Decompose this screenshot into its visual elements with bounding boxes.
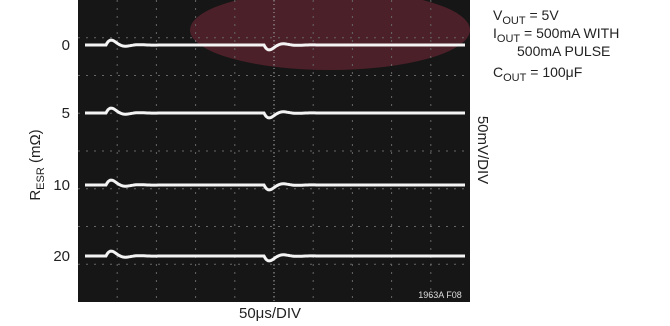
text-main: C bbox=[493, 64, 503, 80]
time-scale: 50μs/DIV bbox=[239, 305, 301, 322]
traces bbox=[85, 38, 465, 263]
screen-glare bbox=[190, 0, 470, 70]
text-main: R bbox=[27, 190, 44, 201]
text-rest: 500mA PULSE bbox=[517, 43, 610, 59]
text-sub: OUT bbox=[502, 15, 526, 27]
voltage-scale: 50mV/DIV bbox=[474, 116, 491, 184]
row-label: 20 bbox=[53, 248, 70, 265]
text-sub: OUT bbox=[497, 33, 521, 45]
row-label: 5 bbox=[62, 105, 70, 122]
condition: IOUT = 500mA WITH bbox=[493, 25, 619, 45]
trace bbox=[85, 106, 465, 120]
condition: COUT = 100μF bbox=[493, 64, 582, 84]
row-label: 0 bbox=[62, 37, 70, 54]
condition: 500mA PULSE bbox=[517, 43, 610, 59]
text-main: V bbox=[493, 7, 503, 23]
text-rest: (mΩ) bbox=[27, 129, 44, 167]
text-main: I bbox=[493, 25, 497, 41]
trace bbox=[85, 38, 465, 52]
condition: VOUT = 5V bbox=[493, 7, 559, 27]
text-rest: = 5V bbox=[526, 7, 560, 23]
row-labels: 0 5 10 20 bbox=[53, 37, 70, 265]
row-label: 10 bbox=[53, 177, 70, 194]
trace bbox=[85, 249, 465, 263]
text-sub: OUT bbox=[503, 72, 527, 84]
y-label: RESR (mΩ) bbox=[27, 129, 47, 200]
text-sub: ESR bbox=[35, 167, 47, 190]
trace bbox=[85, 178, 465, 192]
text-rest: = 100μF bbox=[526, 64, 582, 80]
figure-id: 1963A F08 bbox=[418, 290, 462, 300]
text-rest: = 500mA WITH bbox=[520, 25, 619, 41]
